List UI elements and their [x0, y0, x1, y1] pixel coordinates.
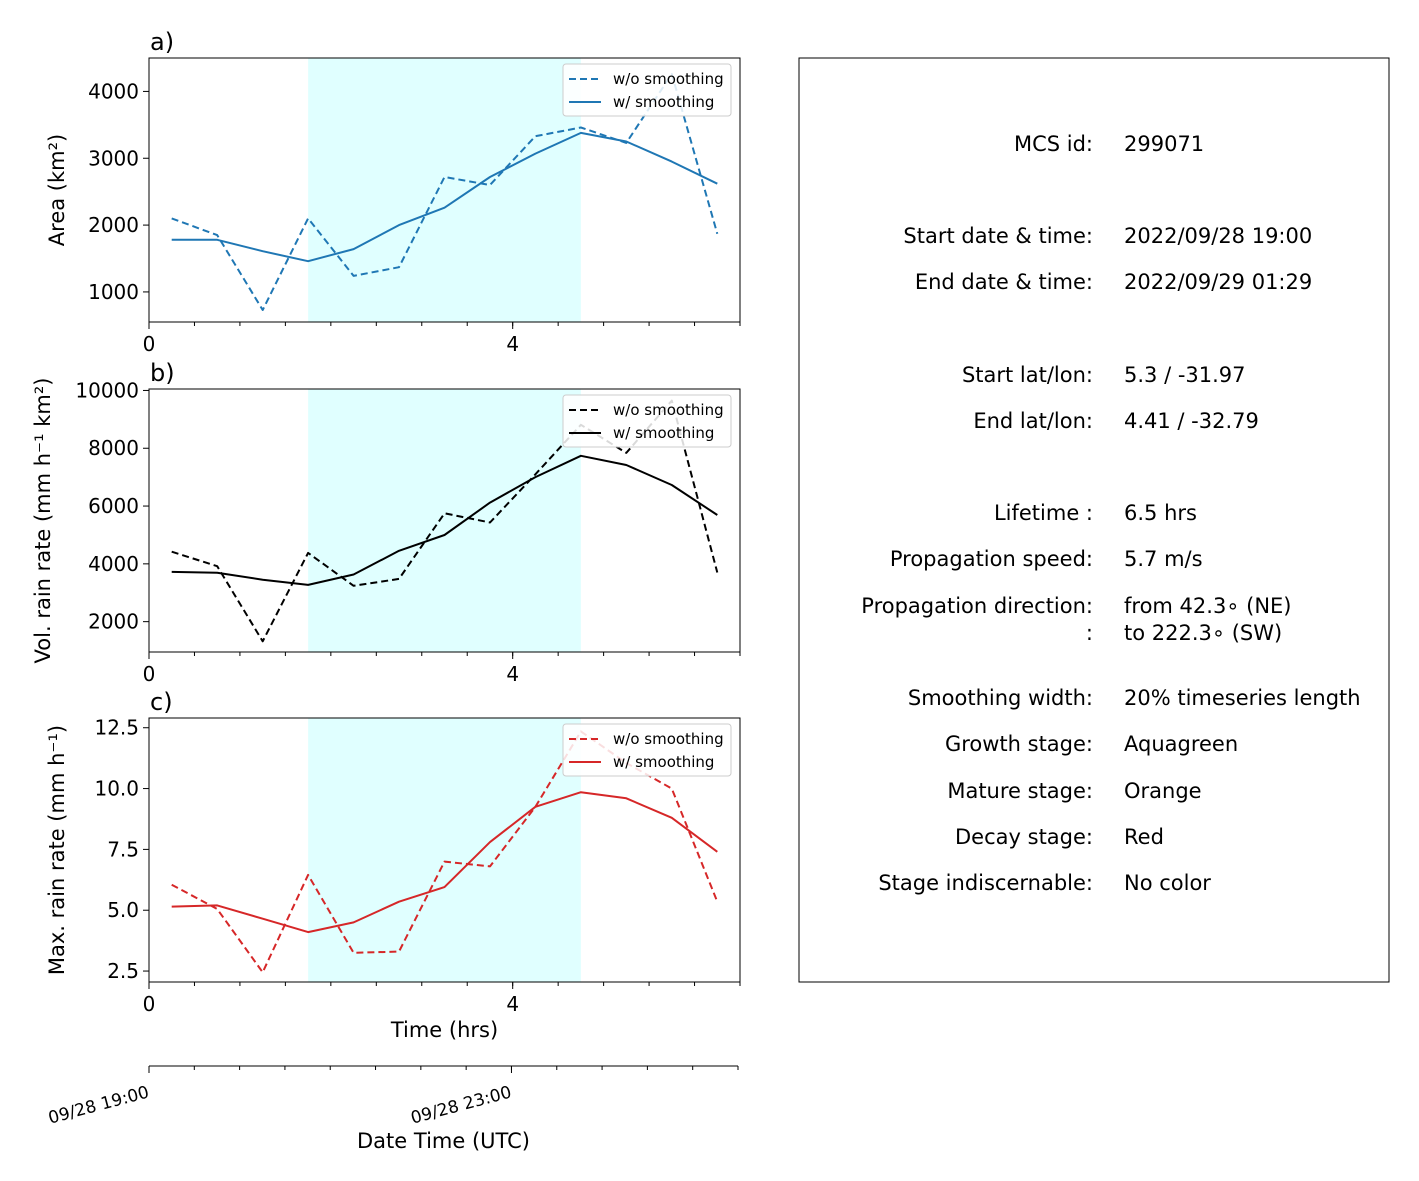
- info-key: End date & time:: [915, 270, 1093, 294]
- legend: w/o smoothing w/ smoothing: [562, 723, 732, 777]
- info-value: 6.5 hrs: [1124, 501, 1197, 525]
- panel-c: 2.5 5.0 7.5 10.0 12.5 0 4 c) Max. rain rate (mm …: [45, 688, 741, 1042]
- series-line-smoothed: [171, 131, 718, 263]
- info-key: Start lat/lon:: [962, 363, 1093, 387]
- y-tick-label: 4000: [88, 552, 139, 576]
- info-key: Mature stage:: [947, 779, 1093, 803]
- info-value: to 222.3∘ (SW): [1124, 621, 1282, 645]
- legend-entry: w/ smoothing: [613, 424, 714, 442]
- info-value: Orange: [1124, 779, 1202, 803]
- datetime-tick-label: 09/28 19:00: [46, 1083, 151, 1129]
- highlight-span: [308, 718, 581, 982]
- legend-entry: w/ smoothing: [613, 93, 714, 111]
- info-key: Growth stage:: [945, 732, 1093, 756]
- info-box: [798, 57, 1390, 983]
- panel-label: c): [150, 688, 173, 716]
- x-axis-label: Time (hrs): [390, 1018, 498, 1042]
- info-key: Propagation direction:: [861, 594, 1093, 618]
- info-key: Propagation speed:: [890, 547, 1093, 571]
- info-key: Stage indiscernable:: [878, 871, 1093, 895]
- datetime-axis-label: Date Time (UTC): [357, 1129, 530, 1153]
- legend-entry: w/o smoothing: [613, 401, 724, 419]
- info-key: Smoothing width:: [908, 686, 1093, 710]
- datetime-tick-label: 09/28 23:00: [409, 1083, 514, 1129]
- y-tick-label: 10.0: [94, 777, 139, 801]
- legend: w/o smoothing w/ smoothing: [562, 394, 732, 448]
- info-key: MCS id:: [1014, 132, 1093, 156]
- y-tick-label: 7.5: [107, 837, 139, 861]
- info-key: :: [1086, 621, 1093, 645]
- y-tick-label: 6000: [88, 494, 139, 518]
- info-value: from 42.3∘ (NE): [1124, 594, 1292, 618]
- info-key: Lifetime :: [994, 501, 1093, 525]
- series-line-raw: [171, 399, 719, 643]
- highlight-span: [308, 58, 581, 322]
- info-value: 2022/09/29 01:29: [1124, 270, 1312, 294]
- plot-frame: [148, 388, 741, 653]
- y-axis-label: Vol. rain rate (mm h⁻¹ km²): [31, 378, 55, 664]
- y-tick-label: 2.5: [107, 959, 139, 983]
- info-key: Start date & time:: [903, 224, 1093, 248]
- legend-entry: w/o smoothing: [613, 70, 724, 88]
- info-value: 5.7 m/s: [1124, 547, 1203, 571]
- legend-box: [562, 394, 732, 448]
- y-tick-label: 5.0: [107, 898, 139, 922]
- y-axis-label: Area (km²): [45, 134, 69, 246]
- series-line-raw: [171, 73, 719, 311]
- panel-label: b): [150, 359, 175, 387]
- info-key: Decay stage:: [955, 825, 1093, 849]
- legend-entry: w/o smoothing: [613, 730, 724, 748]
- info-value: No color: [1124, 871, 1211, 895]
- highlight-span: [308, 389, 581, 652]
- legend-entry: w/ smoothing: [613, 753, 714, 771]
- y-tick-label: 12.5: [94, 716, 139, 740]
- x-tick-label: 4: [506, 992, 519, 1016]
- legend: w/o smoothing w/ smoothing: [562, 63, 732, 117]
- plot-frame: [148, 717, 741, 983]
- panel-b: 2000 4000 6000 8000 10000 0 4 b) Vol. rain rate …: [31, 359, 741, 686]
- info-value: 4.41 / -32.79: [1124, 409, 1259, 433]
- y-tick-label: 3000: [88, 146, 139, 170]
- y-tick-label: 2000: [88, 213, 139, 237]
- y-tick-label: 2000: [88, 610, 139, 634]
- info-value: 20% timeseries length: [1124, 686, 1361, 710]
- series-line-smoothed: [171, 454, 718, 586]
- info-value: 5.3 / -31.97: [1124, 363, 1246, 387]
- legend-box: [562, 63, 732, 117]
- info-value: 299071: [1124, 132, 1204, 156]
- info-value: Red: [1124, 825, 1164, 849]
- panel-label: a): [150, 28, 174, 56]
- x-tick-label: 0: [143, 662, 156, 686]
- y-tick-label: 1000: [88, 280, 139, 304]
- info-value: Aquagreen: [1124, 732, 1238, 756]
- x-tick-label: 0: [143, 992, 156, 1016]
- x-tick-label: 4: [506, 662, 519, 686]
- y-tick-label: 4000: [88, 79, 139, 103]
- series-line-smoothed: [171, 791, 718, 934]
- info-value: 2022/09/28 19:00: [1124, 224, 1312, 248]
- plot-frame: [148, 57, 741, 323]
- y-tick-label: 8000: [88, 436, 139, 460]
- x-tick-label: 4: [506, 332, 519, 356]
- y-axis-label: Max. rain rate (mm h⁻¹): [45, 725, 69, 975]
- y-tick-label: 10000: [75, 378, 139, 402]
- panel-a: 1000 2000 3000 4000 0 4 a) Area (km²) w/o smooth…: [45, 28, 741, 356]
- legend-box: [562, 723, 732, 777]
- x-tick-label: 0: [143, 332, 156, 356]
- info-panel: MCS id: 299071 Start date & time: 2022/09/2…: [798, 57, 1390, 983]
- info-key: End lat/lon:: [973, 409, 1093, 433]
